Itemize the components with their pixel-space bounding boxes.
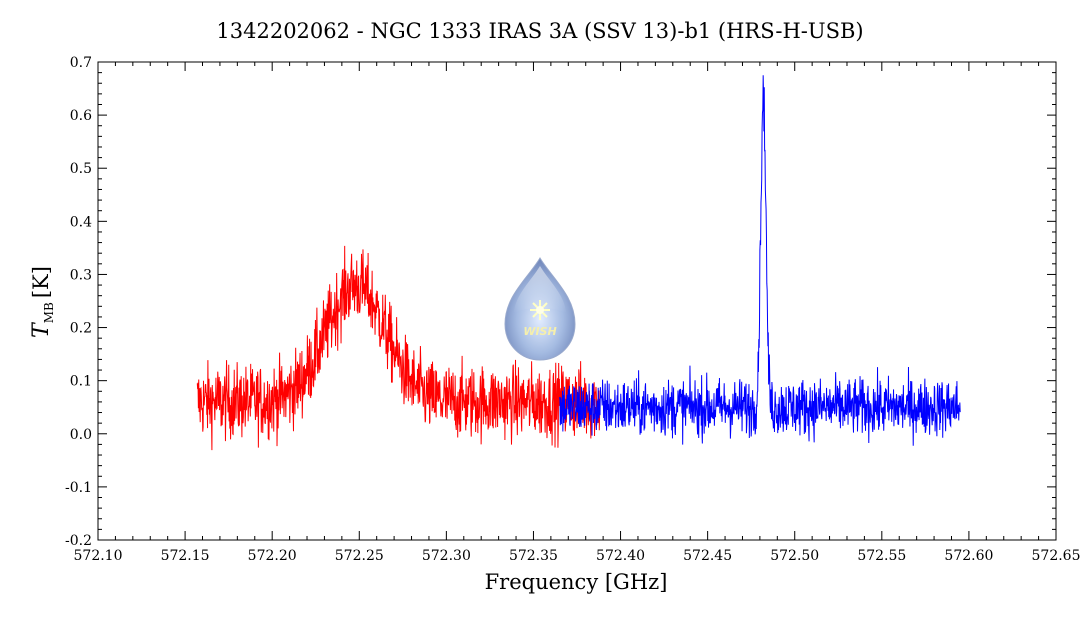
- x-tick-label: 572.40: [596, 548, 645, 564]
- x-tick-label: 572.25: [335, 548, 384, 564]
- y-tick-label: 0.0: [70, 427, 92, 443]
- y-axis-label-subscript: MB: [42, 302, 56, 323]
- y-tick-label: 0.6: [70, 108, 92, 124]
- x-tick-label: 572.60: [944, 548, 993, 564]
- y-axis-label: TMB [K]: [29, 266, 56, 338]
- x-axis-label: Frequency [GHz]: [485, 570, 668, 594]
- x-tick-label: 572.10: [74, 548, 123, 564]
- y-tick-labels: -0.2 -0.1 0.0 0.1 0.2 0.3 0.4 0.5 0.6 0.7: [65, 55, 92, 549]
- y-tick-label: 0.2: [70, 321, 92, 337]
- y-axis-label-symbol: T: [29, 321, 54, 338]
- y-tick-label: 0.4: [70, 214, 92, 230]
- y-tick-label: 0.1: [70, 374, 92, 390]
- svg-text:TMB[K]: TMB [K]: [29, 266, 56, 338]
- x-tick-label: 572.65: [1032, 548, 1080, 564]
- x-tick-label: 572.45: [683, 548, 732, 564]
- x-tick-label: 572.15: [161, 548, 210, 564]
- y-tick-label: -0.2: [65, 533, 92, 549]
- x-tick-label: 572.55: [857, 548, 906, 564]
- wish-logo: WISH: [504, 257, 576, 361]
- y-axis-label-unit: [K]: [29, 266, 53, 298]
- x-tick-label: 572.50: [770, 548, 819, 564]
- y-tick-label: 0.5: [70, 161, 92, 177]
- spectrum-series-blue: [559, 75, 961, 446]
- spectrum-series-red: [196, 245, 601, 451]
- x-tick-label: 572.35: [509, 548, 558, 564]
- logo-text: WISH: [523, 325, 556, 338]
- x-tick-labels: 572.10 572.15 572.20 572.25 572.30 572.35 572.…: [74, 548, 1080, 564]
- y-tick-label: -0.1: [65, 480, 92, 496]
- ticks-layer: [97, 61, 1057, 541]
- y-tick-label: 0.3: [70, 267, 92, 283]
- x-tick-label: 572.30: [422, 548, 471, 564]
- x-tick-label: 572.20: [248, 548, 297, 564]
- chart-title: 1342202062 - NGC 1333 IRAS 3A (SSV 13)-b…: [216, 19, 863, 43]
- plot-frame: [97, 61, 1057, 541]
- y-tick-label: 0.7: [70, 55, 92, 71]
- plot-area: WISH: [97, 61, 1057, 541]
- series-layer: [196, 75, 961, 451]
